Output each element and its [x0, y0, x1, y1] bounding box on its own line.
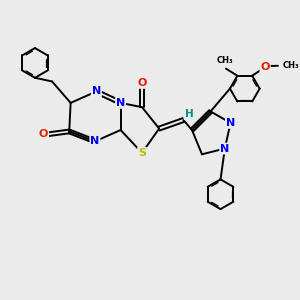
Text: O: O — [39, 129, 48, 139]
Text: N: N — [90, 136, 100, 146]
Text: H: H — [185, 109, 194, 119]
Text: N: N — [220, 144, 230, 154]
Text: CH₃: CH₃ — [283, 61, 299, 70]
Text: O: O — [137, 78, 147, 88]
Text: N: N — [116, 98, 125, 108]
Text: O: O — [260, 62, 270, 72]
Text: CH₃: CH₃ — [216, 56, 233, 65]
Text: N: N — [92, 86, 101, 97]
Text: S: S — [138, 148, 146, 158]
Text: N: N — [226, 118, 235, 128]
